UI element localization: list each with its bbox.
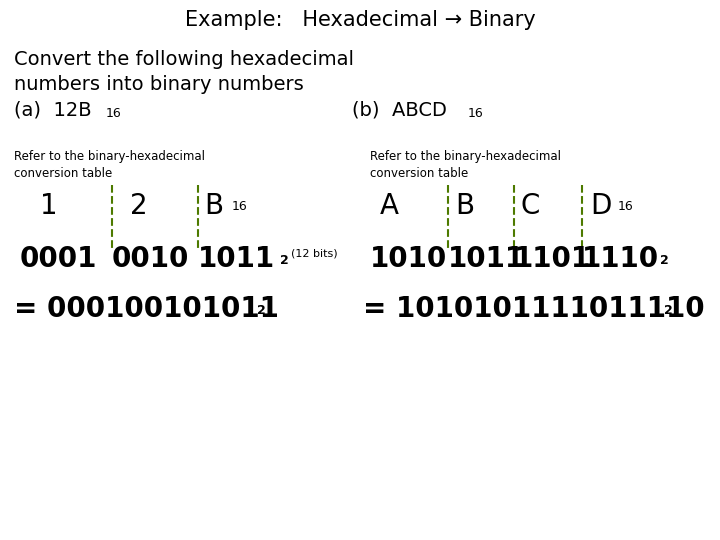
Text: 16: 16 [232,200,248,213]
Text: B: B [455,192,474,220]
Text: 1: 1 [40,192,58,220]
Text: (a)  12B: (a) 12B [14,100,91,119]
Text: D: D [590,192,611,220]
Text: = 1010101111011110: = 1010101111011110 [363,295,705,323]
Text: 16: 16 [106,107,122,120]
Text: 2: 2 [664,304,672,317]
Text: conversion table: conversion table [370,167,468,180]
Text: 1010: 1010 [370,245,447,273]
Text: 2: 2 [280,254,289,267]
Text: Refer to the binary-hexadecimal: Refer to the binary-hexadecimal [14,150,205,163]
Text: (b)  ABCD: (b) ABCD [352,100,447,119]
Text: 0010: 0010 [112,245,189,273]
Text: (12 bits): (12 bits) [291,248,338,258]
Text: 1011: 1011 [448,245,525,273]
Text: 1011: 1011 [198,245,275,273]
Text: conversion table: conversion table [14,167,112,180]
Text: Refer to the binary-hexadecimal: Refer to the binary-hexadecimal [370,150,561,163]
Text: Convert the following hexadecimal: Convert the following hexadecimal [14,50,354,69]
Text: Example:   Hexadecimal → Binary: Example: Hexadecimal → Binary [184,10,536,30]
Text: 1110: 1110 [582,245,659,273]
Text: = 000100101011: = 000100101011 [14,295,279,323]
Text: 2: 2 [660,254,669,267]
Text: 2: 2 [130,192,148,220]
Text: 2: 2 [257,304,266,317]
Text: 1101: 1101 [514,245,591,273]
Text: 0001: 0001 [20,245,97,273]
Text: 16: 16 [618,200,634,213]
Text: A: A [380,192,399,220]
Text: C: C [520,192,539,220]
Text: 16: 16 [468,107,484,120]
Text: numbers into binary numbers: numbers into binary numbers [14,75,304,94]
Text: B: B [204,192,223,220]
